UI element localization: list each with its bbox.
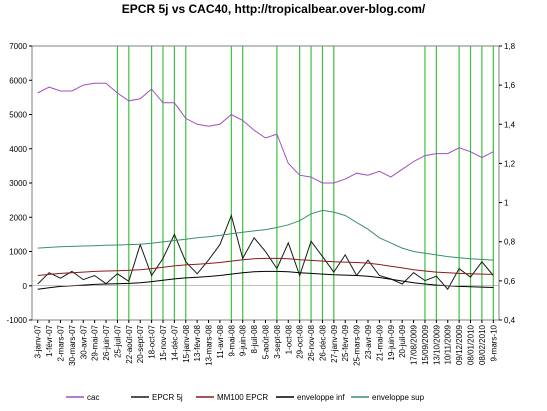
x-tick-label: 3-janv-07 <box>34 324 43 358</box>
x-tick-label: 19-juin-09 <box>387 324 396 360</box>
legend-label: EPCR 5j <box>152 393 183 402</box>
x-tick-label: 9-mars-10 <box>489 324 498 361</box>
series-line-epcr-5j <box>37 213 494 291</box>
y2-tick-label: 0,8 <box>504 238 516 247</box>
series-line-cac <box>37 82 494 184</box>
y2-tick-label: 1,2 <box>504 159 516 168</box>
y-tick-label: -1000 <box>7 316 28 325</box>
series-line-enveloppe-sup <box>37 209 494 261</box>
x-tick-label: 25-juil-07 <box>113 324 122 357</box>
x-tick-label: 26-déc-08 <box>318 324 327 361</box>
x-tick-label: 8-juil-08 <box>250 324 259 353</box>
y-tick-label: 3000 <box>9 179 27 188</box>
x-tick-label: 22-août-07 <box>125 324 134 363</box>
y-axis: -1000 0 1000 2000 3000 4000 5000 6000 7000 <box>7 42 499 325</box>
x-axis: 3-janv-07 1-févr-07 2-mars-07 30-mars-07 30-… <box>34 320 498 366</box>
legend: cac EPCR 5j MM100 EPCR enveloppe inf envelop… <box>66 393 425 402</box>
y-tick-label: 6000 <box>9 76 27 85</box>
x-tick-label: 26-nov-08 <box>307 324 316 361</box>
y2-tick-label: 0,6 <box>504 277 516 286</box>
x-tick-label: 3-sept-08 <box>273 324 282 358</box>
x-tick-label: 13-mars-08 <box>205 324 214 365</box>
y-tick-label: 5000 <box>9 111 27 120</box>
x-tick-label: 21-mai-09 <box>375 324 384 361</box>
x-tick-label: 09/12/2009 <box>455 324 464 365</box>
x-tick-label: 23-avr-09 <box>364 324 373 359</box>
x-tick-label: 14-déc-07 <box>170 324 179 361</box>
x-tick-label: 18-oct-07 <box>148 324 157 358</box>
y2-tick-label: 1,8 <box>504 42 516 51</box>
x-tick-label: 30-avr-07 <box>79 324 88 359</box>
x-tick-label: 29-oct-08 <box>296 324 305 358</box>
plot-area <box>31 45 500 321</box>
legend-label: enveloppe sup <box>372 393 425 402</box>
legend-label: enveloppe inf <box>297 393 345 402</box>
legend-label: MM100 EPCR <box>217 393 268 402</box>
x-tick-label: 13/10/2009 <box>432 324 441 365</box>
series-layer <box>37 82 494 291</box>
x-tick-label: 17/08/2009 <box>410 324 419 365</box>
x-tick-label: 13-févr-08 <box>193 324 202 361</box>
x-tick-label: 1-févr-07 <box>45 324 54 357</box>
chart-title: EPCR 5j vs CAC40, http://tropicalbear.ov… <box>121 2 426 16</box>
y-tick-label: 2000 <box>9 213 27 222</box>
x-tick-label: 26-juin-07 <box>102 324 111 360</box>
x-tick-label: 25-févr-09 <box>341 324 350 361</box>
x-tick-label: 27-janv-09 <box>330 324 339 362</box>
y2-tick-label: 0,4 <box>504 316 516 325</box>
y2-tick-label: 1,4 <box>504 120 516 129</box>
x-tick-label: 1-oct-08 <box>284 324 293 354</box>
series-line-mm100-epcr <box>37 257 494 276</box>
x-tick-label: 9-juin-08 <box>239 324 248 356</box>
x-tick-label: 08/02/2010 <box>478 324 487 365</box>
series-line-enveloppe-inf <box>37 270 494 290</box>
x-tick-label: 2-mars-07 <box>56 324 65 361</box>
x-tick-label: 15/09/2009 <box>421 324 430 365</box>
x-tick-label: 9-mai-08 <box>227 324 236 356</box>
x-tick-label: 08/01/2010 <box>467 324 476 365</box>
x-tick-label: 5-août-08 <box>262 324 271 359</box>
x-tick-label: 15-nov-07 <box>159 324 168 361</box>
x-tick-label: 15-janv-08 <box>182 324 191 362</box>
y2-tick-label: 1,6 <box>504 81 516 90</box>
x-tick-label: 30-mars-07 <box>68 324 77 365</box>
y2-axis: 0,4 0,6 0,8 1 1,2 1,4 1,6 1,8 <box>499 42 516 325</box>
x-tick-label: 11-avr-08 <box>216 324 225 358</box>
x-tick-label: 20-sept-07 <box>136 324 145 363</box>
y2-tick-label: 1 <box>504 199 509 208</box>
x-tick-label: 20-juil-09 <box>398 324 407 357</box>
x-tick-label: 10/11/2009 <box>444 324 453 364</box>
y-tick-label: 1000 <box>9 248 27 257</box>
legend-label: cac <box>87 393 99 402</box>
y-tick-label: 4000 <box>9 145 27 154</box>
y-tick-label: 7000 <box>9 42 27 51</box>
x-tick-label: 29-mai-07 <box>91 324 100 361</box>
x-tick-label: 25-mars-09 <box>353 324 362 365</box>
y-tick-label: 0 <box>23 282 28 291</box>
